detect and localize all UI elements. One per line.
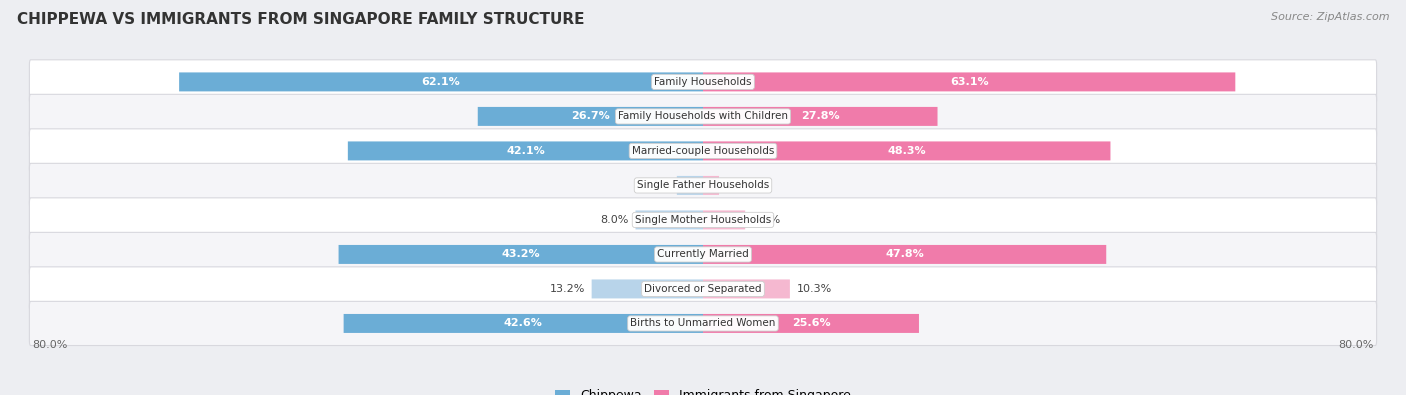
Text: Family Households: Family Households [654, 77, 752, 87]
FancyBboxPatch shape [676, 176, 703, 195]
FancyBboxPatch shape [703, 314, 920, 333]
Text: 48.3%: 48.3% [887, 146, 927, 156]
Text: Currently Married: Currently Married [657, 249, 749, 260]
Text: 26.7%: 26.7% [571, 111, 610, 121]
Text: 8.0%: 8.0% [600, 215, 628, 225]
FancyBboxPatch shape [703, 176, 718, 195]
Text: 27.8%: 27.8% [801, 111, 839, 121]
Text: CHIPPEWA VS IMMIGRANTS FROM SINGAPORE FAMILY STRUCTURE: CHIPPEWA VS IMMIGRANTS FROM SINGAPORE FA… [17, 12, 585, 27]
FancyBboxPatch shape [478, 107, 703, 126]
Text: 47.8%: 47.8% [886, 249, 924, 260]
Text: 42.6%: 42.6% [503, 318, 543, 329]
FancyBboxPatch shape [703, 141, 1111, 160]
FancyBboxPatch shape [30, 60, 1376, 104]
FancyBboxPatch shape [30, 164, 1376, 207]
Text: Single Father Households: Single Father Households [637, 181, 769, 190]
Text: 80.0%: 80.0% [1339, 340, 1374, 350]
FancyBboxPatch shape [703, 279, 790, 299]
Text: Single Mother Households: Single Mother Households [636, 215, 770, 225]
Text: 42.1%: 42.1% [506, 146, 544, 156]
FancyBboxPatch shape [703, 72, 1236, 91]
Text: 3.1%: 3.1% [643, 181, 671, 190]
Text: Divorced or Separated: Divorced or Separated [644, 284, 762, 294]
FancyBboxPatch shape [347, 141, 703, 160]
FancyBboxPatch shape [703, 245, 1107, 264]
Text: Family Households with Children: Family Households with Children [619, 111, 787, 121]
FancyBboxPatch shape [30, 129, 1376, 173]
Text: 25.6%: 25.6% [792, 318, 831, 329]
FancyBboxPatch shape [30, 267, 1376, 311]
Text: 62.1%: 62.1% [422, 77, 460, 87]
Text: 63.1%: 63.1% [950, 77, 988, 87]
Text: Married-couple Households: Married-couple Households [631, 146, 775, 156]
Text: 5.0%: 5.0% [752, 215, 780, 225]
Text: Source: ZipAtlas.com: Source: ZipAtlas.com [1271, 12, 1389, 22]
Text: Births to Unmarried Women: Births to Unmarried Women [630, 318, 776, 329]
FancyBboxPatch shape [30, 94, 1376, 139]
FancyBboxPatch shape [30, 301, 1376, 346]
FancyBboxPatch shape [30, 198, 1376, 242]
FancyBboxPatch shape [30, 232, 1376, 276]
FancyBboxPatch shape [703, 107, 938, 126]
FancyBboxPatch shape [636, 211, 703, 229]
FancyBboxPatch shape [592, 279, 703, 299]
FancyBboxPatch shape [179, 72, 703, 91]
FancyBboxPatch shape [339, 245, 703, 264]
FancyBboxPatch shape [343, 314, 703, 333]
Text: 80.0%: 80.0% [32, 340, 67, 350]
Text: 1.9%: 1.9% [725, 181, 754, 190]
Legend: Chippewa, Immigrants from Singapore: Chippewa, Immigrants from Singapore [550, 384, 856, 395]
FancyBboxPatch shape [703, 211, 745, 229]
Text: 43.2%: 43.2% [502, 249, 540, 260]
Text: 13.2%: 13.2% [550, 284, 585, 294]
Text: 10.3%: 10.3% [797, 284, 832, 294]
